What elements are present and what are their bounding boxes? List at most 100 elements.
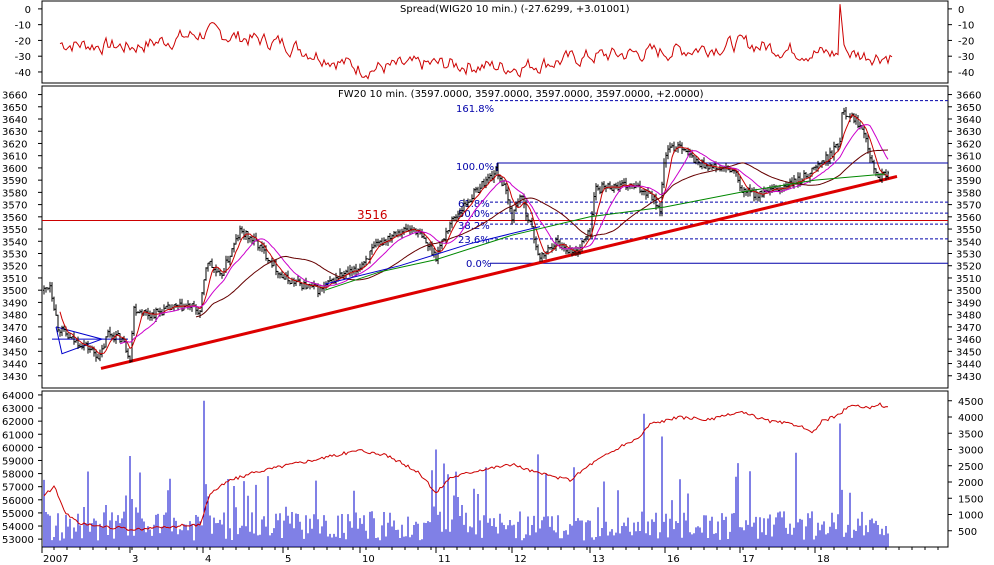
volume-tick-left: 60000 [2, 443, 34, 454]
price-tick-right: 3640 [956, 115, 981, 126]
price-tick-left: 3620 [2, 139, 27, 150]
price-tick-left: 3580 [2, 188, 27, 199]
volume-tick-right: 2000 [958, 478, 983, 489]
price-tick-right: 3500 [956, 286, 981, 297]
volume-tick-right: 3000 [958, 446, 983, 457]
x-axis-label: 10 [362, 554, 375, 565]
spread-line [59, 4, 893, 80]
volume-series [43, 400, 889, 547]
x-axis-label: 11 [438, 554, 451, 565]
fib-label-618: 61.8% [458, 199, 490, 210]
price-tick-left: 3550 [2, 225, 27, 236]
price-tick-left: 3650 [2, 103, 27, 114]
price-tick-right: 3570 [956, 201, 981, 212]
channel-blue-line [324, 226, 541, 285]
fib-label-382: 38.2% [458, 221, 490, 232]
volume-tick-left: 53000 [2, 535, 34, 546]
spread-tick-left: -10 [15, 21, 31, 32]
price-panel-frame [41, 85, 949, 389]
ma-long-line [195, 149, 889, 318]
spread-panel-frame [41, 0, 949, 84]
trendline [100, 175, 898, 370]
price-tick-left: 3590 [2, 176, 27, 187]
fib-label-100: 100.0% [456, 162, 494, 173]
channel-green-line [324, 173, 886, 291]
price-tick-left: 3520 [2, 262, 27, 273]
volume-tick-right: 2500 [958, 462, 983, 473]
price-tick-right: 3560 [956, 213, 981, 224]
x-axis-label: 3 [132, 554, 138, 565]
volume-tick-right: 1500 [958, 494, 983, 505]
spread-tick-left: -40 [15, 68, 31, 79]
price-tick-right: 3490 [956, 298, 981, 309]
ma-mid-line [119, 124, 889, 345]
fib-label-0: 0.0% [466, 259, 491, 270]
x-axis-label: 16 [667, 554, 680, 565]
price-tick-left: 3540 [2, 237, 27, 248]
volume-tick-left: 61000 [2, 430, 34, 441]
spread-tick-right: -40 [958, 68, 974, 79]
price-tick-left: 3500 [2, 286, 27, 297]
support-level-label: 3516 [357, 208, 388, 222]
price-tick-right: 3590 [956, 176, 981, 187]
volume-tick-right: 500 [958, 527, 977, 538]
price-tick-left: 3570 [2, 201, 27, 212]
price-tick-left: 3560 [2, 213, 27, 224]
volume-tick-left: 64000 [2, 391, 34, 402]
x-axis-label: 4 [205, 554, 211, 565]
fib-label-500: 50.0% [458, 209, 490, 220]
price-tick-right: 3480 [956, 311, 981, 322]
spread-tick-right: -20 [958, 36, 974, 47]
price-tick-right: 3540 [956, 237, 981, 248]
price-tick-right: 3660 [956, 91, 981, 102]
spread-series [59, 4, 893, 80]
price-tick-right: 3430 [956, 372, 981, 383]
spread-panel-title: Spread(WIG20 10 min.) (-27.6299, +3.0100… [400, 4, 630, 15]
open-interest-line [43, 402, 889, 532]
price-tick-right: 3460 [956, 335, 981, 346]
x-axis-label: 17 [742, 554, 755, 565]
spread-tick-left: -20 [15, 36, 31, 47]
price-tick-right: 3510 [956, 274, 981, 285]
price-tick-right: 3520 [956, 262, 981, 273]
price-panel-title: FW20 10 min. (3597.0000, 3597.0000, 3597… [338, 89, 704, 100]
price-tick-right: 3550 [956, 225, 981, 236]
volume-tick-right: 4000 [958, 413, 983, 424]
price-tick-right: 3600 [956, 164, 981, 175]
volume-tick-left: 57000 [2, 483, 34, 494]
price-tick-left: 3470 [2, 323, 27, 334]
price-tick-left: 3510 [2, 274, 27, 285]
price-tick-left: 3490 [2, 298, 27, 309]
price-tick-left: 3640 [2, 115, 27, 126]
price-tick-left: 3440 [2, 360, 27, 371]
price-tick-left: 3530 [2, 250, 27, 261]
price-tick-left: 3630 [2, 127, 27, 138]
price-series [42, 100, 948, 370]
x-axis-label: 12 [514, 554, 527, 565]
fib-label-236: 23.6% [458, 235, 490, 246]
spread-tick-right: 0 [958, 5, 964, 16]
price-tick-left: 3480 [2, 311, 27, 322]
price-tick-left: 3460 [2, 335, 27, 346]
price-tick-right: 3610 [956, 152, 981, 163]
price-tick-left: 3610 [2, 152, 27, 163]
volume-panel-frame [41, 390, 949, 548]
x-axis-label: 2007 [43, 554, 68, 565]
price-tick-right: 3580 [956, 188, 981, 199]
spread-tick-left: 0 [25, 5, 31, 16]
spread-tick-right: -30 [958, 52, 974, 63]
price-tick-right: 3450 [956, 347, 981, 358]
volume-tick-right: 1000 [958, 511, 983, 522]
price-tick-left: 3450 [2, 347, 27, 358]
fib-label-161: 161.8% [456, 104, 494, 115]
price-tick-right: 3620 [956, 139, 981, 150]
volume-tick-left: 55000 [2, 509, 34, 520]
x-axis-label: 13 [592, 554, 605, 565]
price-tick-right: 3440 [956, 360, 981, 371]
spread-tick-right: -10 [958, 21, 974, 32]
volume-tick-right: 4500 [958, 397, 983, 408]
price-tick-left: 3660 [2, 91, 27, 102]
volume-tick-left: 62000 [2, 417, 34, 428]
price-tick-right: 3470 [956, 323, 981, 334]
